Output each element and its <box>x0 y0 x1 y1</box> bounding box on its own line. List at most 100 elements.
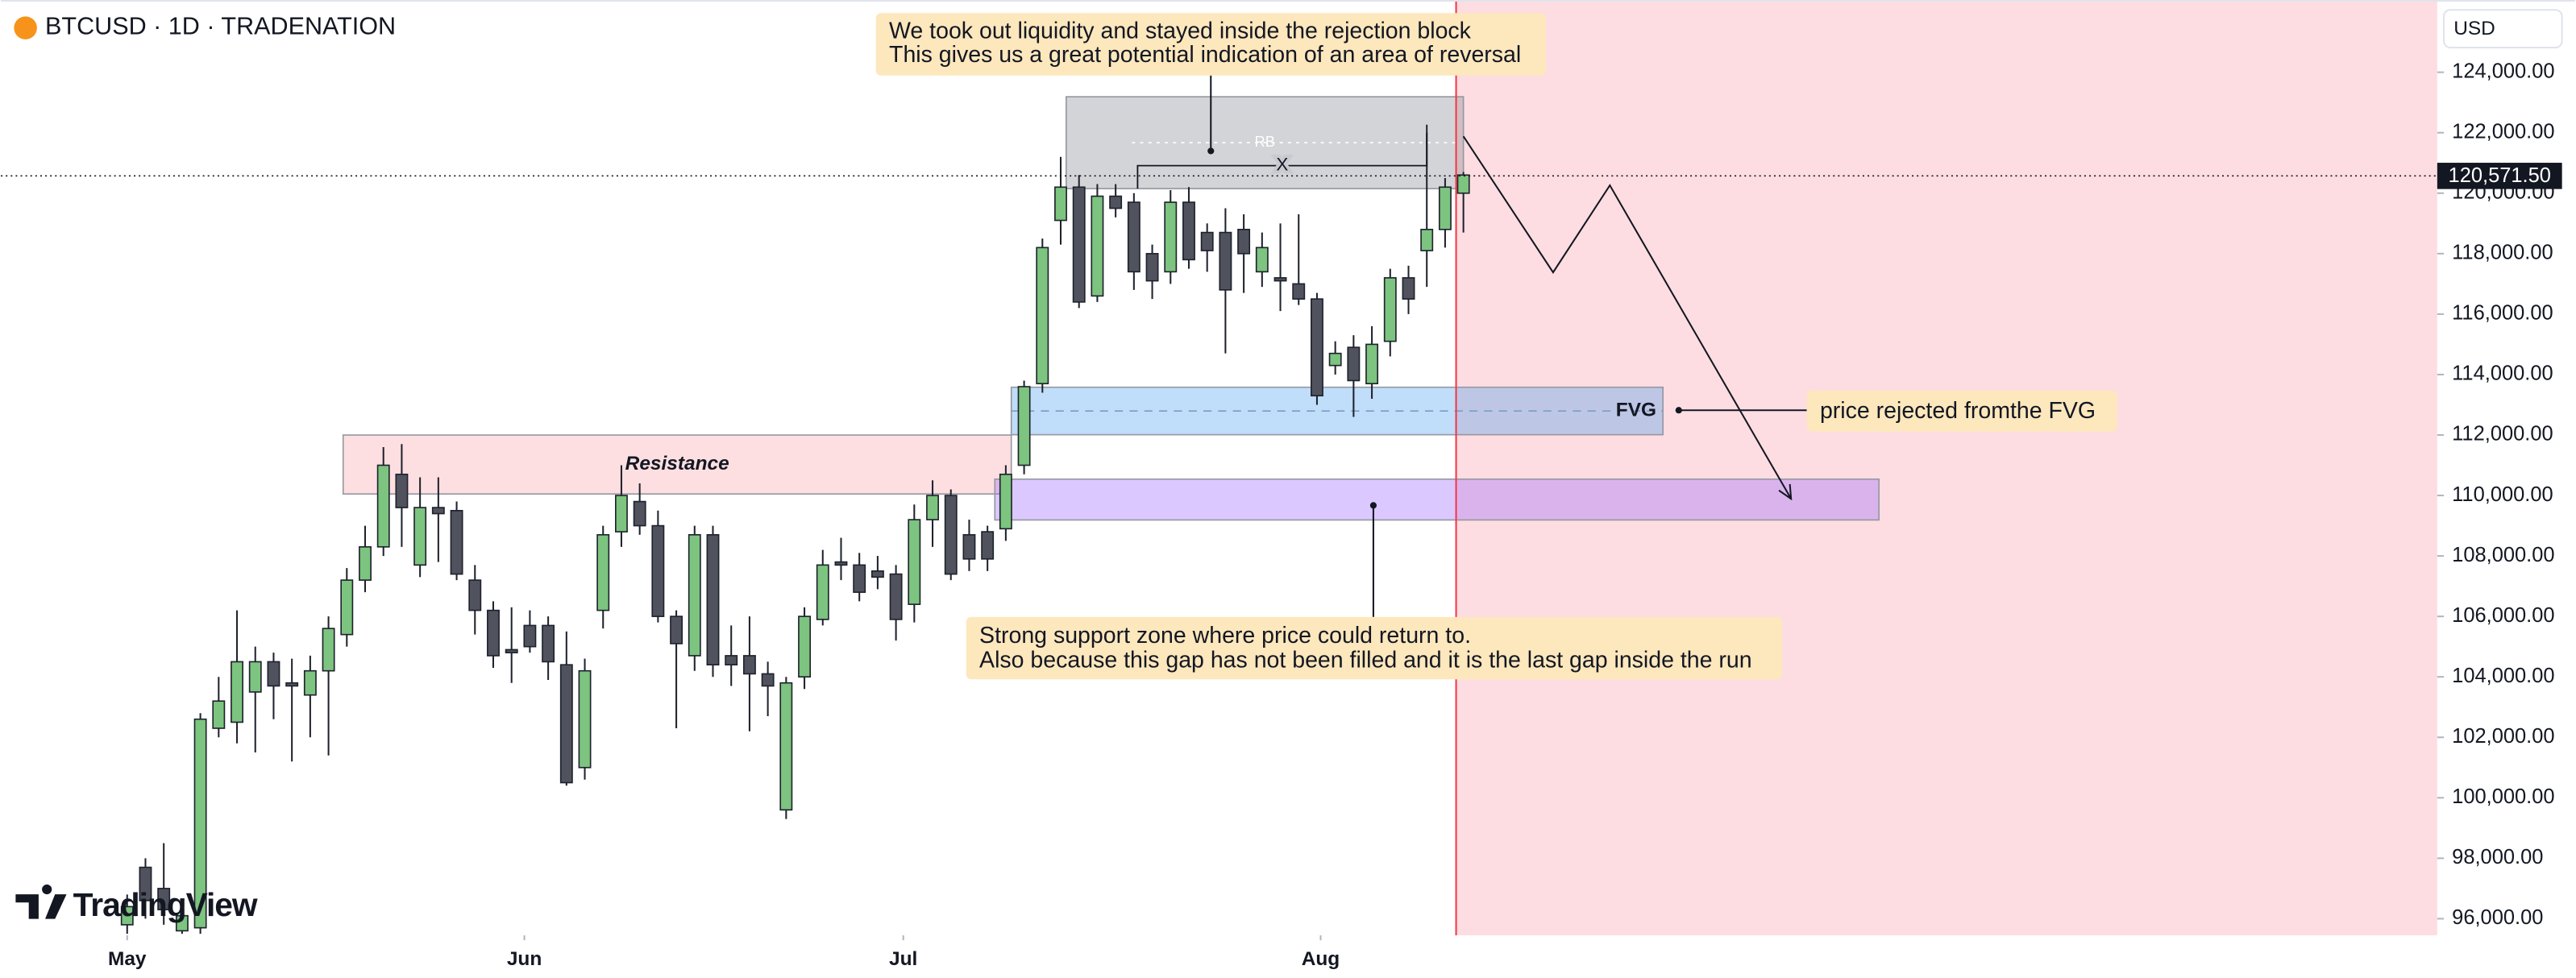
y-tick-label: 112,000.00 <box>2452 423 2553 445</box>
x-tick-label: Aug <box>1302 948 1340 970</box>
candle-body <box>193 718 207 929</box>
candle-body <box>742 655 756 675</box>
logo: TradingView <box>15 884 259 923</box>
candle-body <box>1017 386 1031 466</box>
y-tick-label: 110,000.00 <box>2452 483 2553 506</box>
note-box <box>875 13 1546 76</box>
candle-body <box>596 534 610 611</box>
candle-body <box>431 507 445 515</box>
candle-body <box>670 615 683 644</box>
y-tick-label: 118,000.00 <box>2452 242 2553 264</box>
candle-body <box>395 473 409 508</box>
y-tick-label: 98,000.00 <box>2452 846 2543 868</box>
connector-dot <box>1207 147 1215 155</box>
candle-body <box>1365 343 1379 385</box>
candle-body <box>1402 277 1415 300</box>
candle-body <box>1311 298 1323 397</box>
candle-body <box>285 682 299 687</box>
note-box <box>1806 390 2117 432</box>
note-text: Strong support zone where price could re… <box>979 623 1471 649</box>
candle-body <box>139 866 152 901</box>
y-tick-label: 104,000.00 <box>2452 665 2554 687</box>
candle-body <box>688 534 701 657</box>
x-tick-label: Jul <box>889 948 917 970</box>
candle-body <box>706 534 720 666</box>
note-box <box>966 616 1783 680</box>
candle-body <box>1036 247 1049 385</box>
note-text: We took out liquidity and stayed inside … <box>889 18 1472 44</box>
note-text: price rejected fromthe FVG <box>1820 398 2096 424</box>
candle-body <box>816 564 829 620</box>
projection-arrowhead <box>1778 483 1793 501</box>
connector-dot <box>1369 502 1377 509</box>
y-tick-label: 106,000.00 <box>2452 604 2554 627</box>
zone <box>994 478 1880 521</box>
zone <box>342 434 1012 495</box>
y-tick-label: 100,000.00 <box>2452 785 2554 808</box>
candle-body <box>926 495 939 520</box>
candle-body <box>725 655 738 666</box>
note-text: Also because this gap has not been fille… <box>979 647 1752 673</box>
candle-body <box>1164 201 1178 273</box>
candle-body <box>231 661 243 723</box>
y-tick-label: 114,000.00 <box>2452 363 2553 385</box>
candle-body <box>413 507 427 566</box>
candle-body <box>1219 231 1232 291</box>
candle-body <box>1127 201 1141 273</box>
candle-body <box>1273 277 1287 282</box>
candle-body <box>1200 231 1214 251</box>
liquidity-line <box>1136 124 1428 189</box>
candle-body <box>487 609 500 657</box>
candle-body <box>981 531 995 560</box>
candle-body <box>248 661 262 693</box>
candle-body <box>1237 229 1251 255</box>
zone-label: RB <box>1254 133 1274 150</box>
candle-body <box>157 888 171 910</box>
candle-body <box>798 615 811 678</box>
currency-box[interactable] <box>2442 9 2563 49</box>
candle-body <box>1072 186 1086 303</box>
candle-body <box>450 509 463 575</box>
time-axis <box>1 935 2437 978</box>
candle-body <box>1438 186 1452 230</box>
connector-dot <box>1675 407 1682 414</box>
candle-body <box>962 534 976 560</box>
candle-body <box>1091 195 1104 297</box>
highlight-region <box>1456 0 2437 936</box>
callout-bottom: Strong support zone where price could re… <box>966 502 1783 680</box>
candle-body <box>834 561 848 566</box>
y-tick-label: 108,000.00 <box>2452 544 2554 566</box>
y-tick-label: 102,000.00 <box>2452 725 2554 748</box>
candle-body <box>505 649 518 653</box>
x-tick-label: May <box>108 948 147 970</box>
candle-body <box>322 628 335 672</box>
candle-body <box>779 682 793 811</box>
axes: 96,000.00 98,000.00 100,000.00 102,000.00 10… <box>108 60 2562 970</box>
candle-body <box>1182 201 1195 261</box>
candle-body <box>120 905 134 926</box>
candle-body <box>359 546 372 581</box>
candle-body <box>1328 352 1342 367</box>
currency[interactable]: USD <box>2453 18 2495 39</box>
last-price-label: 120,571.50 <box>2449 164 2551 187</box>
candle-body <box>889 573 903 620</box>
candle-body <box>523 624 537 648</box>
liquidity-label: X <box>1276 155 1288 175</box>
zone-label: FVG <box>1616 400 1656 421</box>
candle-body <box>908 519 921 605</box>
symbol-title: BTCUSD · 1D · TRADENATION <box>45 13 396 40</box>
candle-body <box>1145 253 1159 282</box>
last-price-box <box>2437 163 2562 189</box>
candle-body <box>870 570 884 578</box>
logo-mark <box>15 884 67 919</box>
y-tick-label: 124,000.00 <box>2452 60 2554 82</box>
candle-body <box>212 700 226 729</box>
coin-icon <box>14 16 37 39</box>
candle-body <box>853 564 866 593</box>
y-tick-label: 96,000.00 <box>2452 906 2543 929</box>
candle-body <box>761 673 775 687</box>
callout-fvg: price rejected fromthe FVG <box>1675 390 2117 432</box>
candle-body <box>1255 247 1269 273</box>
candle-body <box>1456 174 1470 194</box>
